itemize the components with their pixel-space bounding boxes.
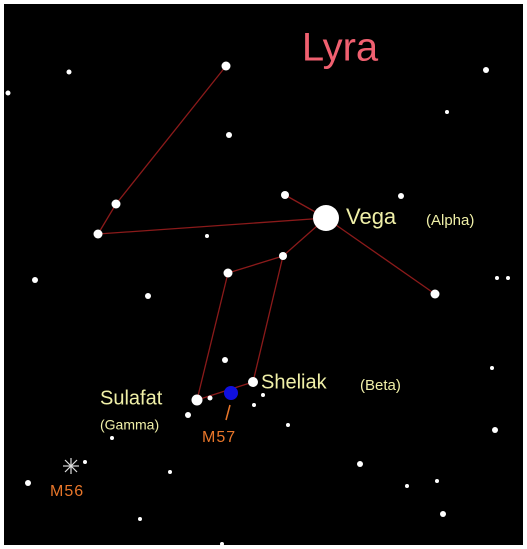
star-name: Sheliak — [261, 371, 328, 393]
star — [252, 403, 256, 407]
star — [490, 366, 494, 370]
star — [32, 277, 38, 283]
star — [445, 110, 449, 114]
star — [261, 393, 265, 397]
star — [286, 423, 290, 427]
star-designation: (Alpha) — [426, 212, 474, 229]
m56-marker — [63, 458, 79, 474]
star — [145, 293, 151, 299]
star — [483, 67, 489, 73]
title: Lyra — [302, 26, 379, 70]
star — [405, 484, 409, 488]
star-designation: (Gamma) — [100, 417, 159, 433]
star — [205, 234, 209, 238]
object-label: M56 — [50, 483, 84, 500]
star — [398, 193, 404, 199]
sky — [4, 4, 523, 545]
star — [168, 470, 172, 474]
field-stars — [5, 67, 510, 546]
object-label: M57 — [202, 429, 236, 446]
star — [185, 412, 191, 418]
star-name: Vega — [346, 204, 397, 229]
star — [5, 90, 11, 96]
star — [506, 276, 510, 280]
star — [226, 132, 232, 138]
star — [357, 461, 363, 467]
star — [83, 460, 87, 464]
star — [207, 395, 213, 401]
star — [492, 427, 498, 433]
m57-marker — [224, 386, 238, 400]
star — [220, 542, 224, 546]
star — [25, 480, 31, 486]
star — [222, 357, 228, 363]
star-name: Sulafat — [100, 387, 163, 409]
star — [435, 479, 439, 483]
named-stars — [63, 61, 440, 474]
star — [110, 436, 114, 440]
star — [66, 69, 72, 75]
star — [440, 511, 446, 517]
star — [495, 276, 499, 280]
star — [138, 517, 142, 521]
star-designation: (Beta) — [360, 377, 401, 394]
